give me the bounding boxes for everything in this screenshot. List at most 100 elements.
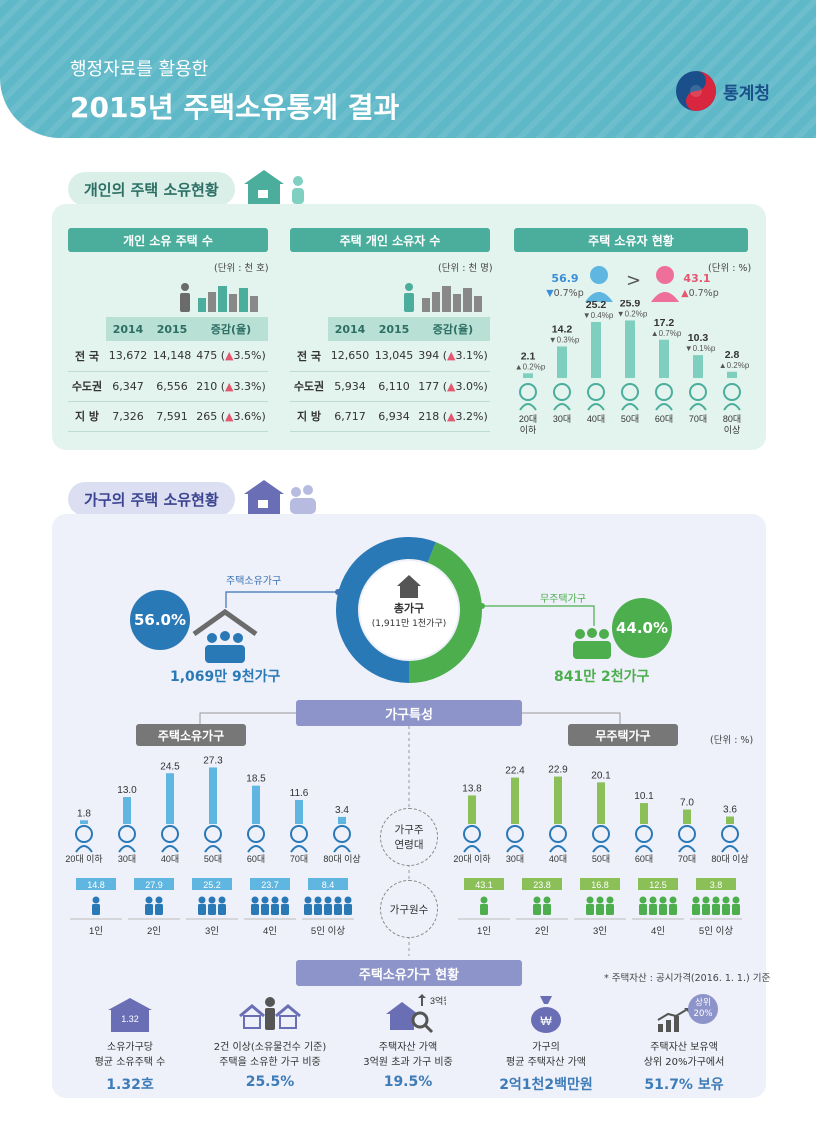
age-tick-label: 40대 — [587, 414, 605, 424]
age-change-label: ▼0.3%p — [549, 335, 580, 344]
page-title: 2015년 주택소유통계 결과 — [70, 91, 400, 124]
household-age-value: 1.8 — [77, 808, 91, 819]
person-body-icon — [155, 904, 163, 915]
person-icon — [712, 896, 720, 904]
nonowner-family-icon — [573, 628, 611, 659]
person-body-icon — [251, 904, 259, 915]
person-icon — [218, 896, 226, 904]
compare-sign: > — [626, 270, 642, 291]
person-body-icon — [533, 904, 541, 915]
age-face-icon — [655, 383, 673, 411]
household-age-value: 13.8 — [462, 783, 482, 794]
person-icon — [251, 896, 259, 904]
multi-house-person-icon — [239, 997, 301, 1030]
household-size-chip — [638, 878, 678, 890]
nonowner-connector — [479, 603, 595, 626]
household-age-face-icon — [506, 825, 524, 853]
household-age-bar — [468, 795, 476, 824]
household-age-bar — [338, 816, 346, 824]
person-icon — [271, 896, 279, 904]
person-icon — [344, 896, 352, 904]
household-size-value: 23.8 — [533, 880, 551, 890]
age-tick-label: 80대 — [723, 414, 741, 424]
household-age-value: 10.1 — [634, 791, 654, 802]
owner-group-tag: 주택소유가구 — [136, 724, 246, 746]
person-icon — [639, 896, 647, 904]
person-icon — [596, 896, 604, 904]
household-donut-chart — [336, 537, 482, 683]
stat-over-300m: 주택자산 가액 3억원 초과 가구 비중 19.5% — [363, 1042, 453, 1090]
household-age-face-icon — [635, 825, 653, 853]
age-tick-label: 이하 — [520, 425, 537, 435]
household-section-title: 가구의 주택 소유현황 — [68, 482, 235, 516]
age-value-label: 25.9 — [620, 300, 641, 309]
taegeuk-logo-icon — [676, 71, 717, 111]
stat-multi-owner: 2건 이상(소유물건수 기준) 주택을 소유한 가구 비중 25.5% — [213, 1042, 327, 1090]
header-subtitle: 행정자료를 활용한 — [70, 59, 209, 80]
household-age-bar — [597, 782, 605, 824]
person-body-icon — [198, 904, 206, 915]
person-body-icon — [659, 904, 667, 915]
person-icon — [480, 896, 488, 904]
owner-connector — [225, 589, 341, 608]
household-age-tick: 20대 이하 — [65, 854, 103, 864]
household-size-value: 25.2 — [203, 880, 221, 890]
age-bar — [659, 339, 669, 378]
household-size-chip — [308, 878, 348, 890]
person-icon — [692, 896, 700, 904]
person-body-icon — [712, 904, 720, 915]
age-value-label: 10.3 — [688, 332, 709, 344]
person-icon — [324, 896, 332, 904]
person-body-icon — [543, 904, 551, 915]
age-face-icon — [723, 383, 741, 411]
age-change-label: ▼0.4%p — [583, 311, 614, 320]
age-bar — [727, 371, 737, 378]
owners-unit: (단위 : 천 명) — [438, 263, 493, 274]
household-age-tick: 50대 — [204, 854, 222, 864]
household-size-tick: 1인 — [89, 926, 103, 937]
nonowner-group-tag: 무주택가구 — [568, 724, 678, 746]
table-row: 지 방 7,326 7,591 265 (▲3.6%) — [68, 401, 268, 432]
nonowner-household-size-chart: 43.1 1인 23.8 2인 16.8 3인 12.5 4인 3.8 5인 이상 — [458, 878, 742, 937]
nonowner-pct-bubble: 44.0% — [612, 598, 672, 658]
household-age-face-icon — [463, 825, 481, 853]
household-age-face-icon — [161, 825, 179, 853]
household-age-tick: 30대 — [118, 854, 136, 864]
person-icon — [543, 896, 551, 904]
household-size-chip — [522, 878, 562, 890]
money-bag-icon: ₩ — [531, 996, 561, 1033]
houses-unit: (단위 : 천 호) — [214, 263, 269, 274]
table-row: 전 국 13,672 14,148 475 (▲3.5%) — [68, 341, 268, 372]
characteristics-bar: 가구특성 — [296, 700, 522, 726]
household-age-tick: 30대 — [506, 854, 524, 864]
age-face-icon — [621, 383, 639, 411]
household-age-bar — [511, 777, 519, 824]
characteristics-lines — [199, 712, 621, 728]
house-person-icon — [244, 170, 304, 204]
person-icon — [649, 896, 657, 904]
household-size-chip — [464, 878, 504, 890]
male-change: ▼0.7%p — [546, 288, 584, 299]
household-age-tick: 40대 — [549, 854, 567, 864]
person-body-icon — [271, 904, 279, 915]
stat-avg-asset: 가구의 평균 주택자산 가액 2억1천2백만원 — [499, 1042, 593, 1093]
person-body-icon — [304, 904, 312, 915]
city-person-icon — [180, 283, 258, 312]
nonowner-household-age-chart: 13.8 20대 이하 22.4 30대 22.9 40대 20.1 50대 10.1 60대 7.… — [453, 765, 748, 864]
svg-text:₩: ₩ — [540, 1014, 552, 1028]
person-body-icon — [344, 904, 352, 915]
age-change-label: ▲0.2%p — [719, 361, 750, 370]
houses-title: 개인 소유 주택 수 — [68, 228, 268, 252]
male-avatar-icon — [585, 266, 613, 302]
donut-slice-nonowner — [408, 542, 482, 683]
age-change-label: ▲0.7%p — [651, 329, 682, 338]
nonowner-label: 무주택가구 — [540, 594, 586, 605]
footnote: * 주택자산 : 공시가격(2016. 1. 1.) 기준 — [604, 973, 771, 984]
household-unit: (단위 : %) — [710, 735, 754, 746]
household-age-tick: 80대 이상 — [323, 854, 360, 864]
household-age-face-icon — [204, 825, 222, 853]
female-value: 43.1 — [683, 272, 711, 285]
household-age-face-icon — [549, 825, 567, 853]
status-unit: (단위 : %) — [708, 263, 752, 274]
person-icon — [155, 896, 163, 904]
